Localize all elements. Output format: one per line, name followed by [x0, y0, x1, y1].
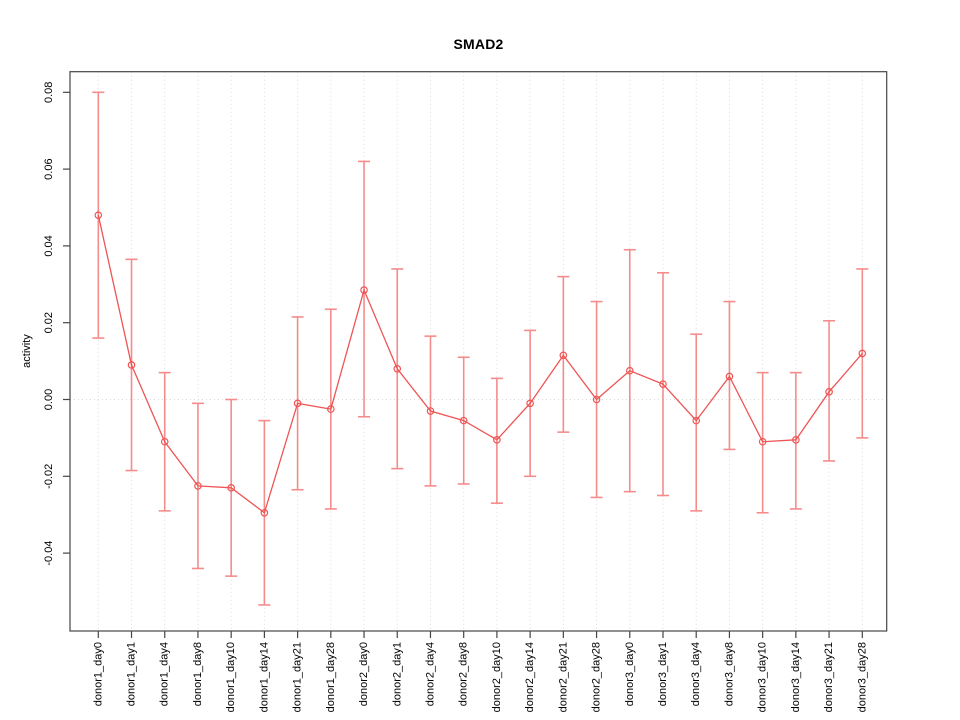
data-point — [559, 351, 568, 360]
y-tick-label: -0.02 — [43, 464, 55, 489]
y-tick-label: 0.06 — [43, 158, 55, 179]
data-point — [194, 482, 202, 490]
data-point — [592, 395, 601, 404]
x-tick-label: donor3_day10 — [757, 642, 769, 712]
x-tick-label: donor1_day0 — [92, 642, 104, 706]
data-point — [94, 211, 103, 219]
data-point — [625, 366, 634, 375]
data-point — [659, 380, 667, 388]
x-tick-label: donor3_day28 — [856, 642, 868, 712]
x-tick-label: donor2_day14 — [524, 642, 536, 712]
x-tick-label: donor2_day1 — [391, 642, 403, 706]
data-point — [792, 436, 800, 444]
x-tick-label: donor3_day4 — [690, 642, 702, 706]
data-point — [127, 361, 136, 369]
series-line — [97, 215, 863, 514]
x-tick-label: donor3_day8 — [723, 642, 735, 706]
x-tick-label: donor2_day8 — [458, 642, 470, 706]
data-point — [426, 407, 435, 415]
x-tick-label: donor2_day10 — [491, 642, 503, 712]
data-point — [825, 388, 833, 396]
x-tick-label: donor2_day21 — [557, 642, 569, 712]
x-tick-label: donor3_day0 — [624, 642, 636, 706]
data-point — [260, 508, 269, 517]
chart-title: SMAD2 — [453, 36, 504, 52]
x-tick-label: donor1_day21 — [292, 642, 304, 712]
x-tick-label: donor2_day4 — [424, 642, 436, 706]
y-tick-label: -0.04 — [43, 541, 55, 566]
x-tick-label: donor1_day8 — [192, 642, 204, 706]
x-tick-label: donor2_day28 — [591, 642, 603, 712]
data-point — [293, 399, 302, 408]
data-point — [327, 405, 335, 413]
y-tick-label: 0.04 — [43, 235, 55, 256]
data-point — [758, 437, 767, 446]
x-tick-label: donor1_day4 — [159, 642, 171, 706]
data-point — [459, 416, 468, 425]
x-tick-label: donor1_day1 — [126, 642, 138, 706]
data-point — [692, 416, 701, 425]
x-tick-label: donor1_day14 — [258, 642, 270, 712]
x-tick-label: donor2_day0 — [358, 642, 370, 706]
y-tick-label: 0.00 — [43, 389, 55, 410]
data-point — [360, 286, 368, 294]
x-tick-label: donor1_day10 — [225, 642, 237, 712]
plot-border — [69, 71, 888, 632]
x-tick-label: donor3_day1 — [657, 642, 669, 706]
x-tick-label: donor3_day21 — [823, 642, 835, 712]
data-point — [227, 484, 235, 492]
data-point — [526, 399, 534, 408]
data-point — [493, 436, 501, 444]
y-tick-label: 0.08 — [43, 82, 55, 103]
data-point — [725, 372, 734, 381]
x-tick-label: donor3_day14 — [790, 642, 802, 712]
x-tick-label: donor1_day28 — [325, 642, 337, 712]
data-point — [393, 364, 402, 373]
data-point — [858, 349, 867, 358]
y-tick-label: 0.02 — [43, 312, 55, 333]
data-point — [160, 437, 169, 446]
